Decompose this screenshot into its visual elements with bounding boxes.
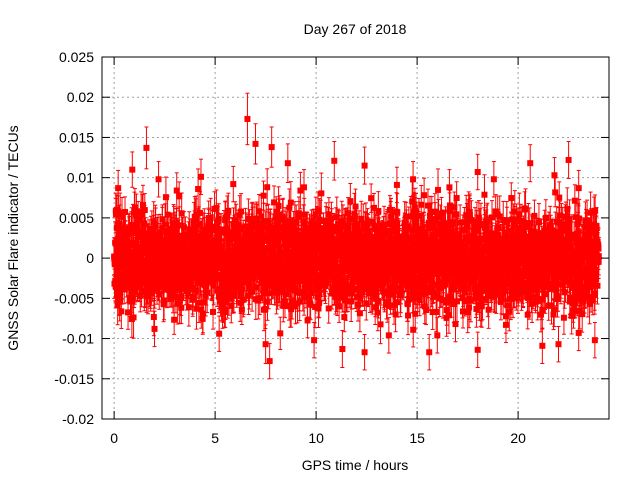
data-point (118, 293, 125, 329)
y-tick-label: -0.005 (54, 290, 94, 306)
y-axis-label: GNSS Solar Flare indicator / TECUs (5, 125, 21, 350)
y-tick-label: 0.01 (67, 170, 94, 186)
y-tick-label: 0.005 (59, 210, 94, 226)
y-tick-label: 0.02 (67, 89, 94, 105)
x-tick-label: 5 (211, 430, 219, 446)
data-point (575, 314, 582, 352)
data-point (490, 161, 497, 198)
data-point (155, 161, 162, 198)
y-tick-label: -0.015 (54, 371, 94, 387)
x-tick-label: 10 (308, 430, 324, 446)
data-point (264, 168, 271, 207)
y-tick-label: 0.025 (59, 49, 94, 65)
data-point (434, 317, 441, 354)
y-tick-label: 0.015 (59, 129, 94, 145)
data-points (111, 92, 602, 380)
data-point (527, 144, 534, 183)
data-point (284, 143, 291, 183)
data-point (252, 123, 259, 165)
data-point (539, 327, 546, 364)
data-point (339, 330, 346, 369)
x-tick-label: 0 (110, 430, 118, 446)
data-point (551, 157, 558, 194)
data-point (474, 153, 481, 191)
x-tick-label: 15 (409, 430, 425, 446)
data-point (474, 331, 481, 369)
data-point (325, 293, 332, 324)
x-tick-label: 20 (510, 430, 526, 446)
chart-title: Day 267 of 2018 (304, 21, 407, 37)
data-point (268, 126, 275, 168)
data-point (266, 342, 273, 380)
data-point (361, 334, 368, 371)
data-point (300, 169, 307, 206)
y-tick-label: 0 (86, 250, 94, 266)
data-point (129, 151, 136, 188)
data-point (244, 92, 251, 146)
data-point (143, 126, 150, 170)
x-axis-label: GPS time / hours (302, 457, 409, 473)
data-point (591, 321, 598, 359)
data-point (560, 300, 567, 335)
y-tick-label: -0.02 (62, 411, 94, 427)
data-point (393, 166, 400, 204)
data-point (331, 140, 338, 181)
data-point (565, 140, 572, 179)
data-point (361, 146, 368, 185)
y-tick-label: -0.01 (62, 331, 94, 347)
data-point (446, 169, 453, 206)
data-point (426, 334, 433, 371)
data-point (385, 317, 392, 354)
data-point (230, 165, 237, 203)
data-point (555, 325, 562, 363)
